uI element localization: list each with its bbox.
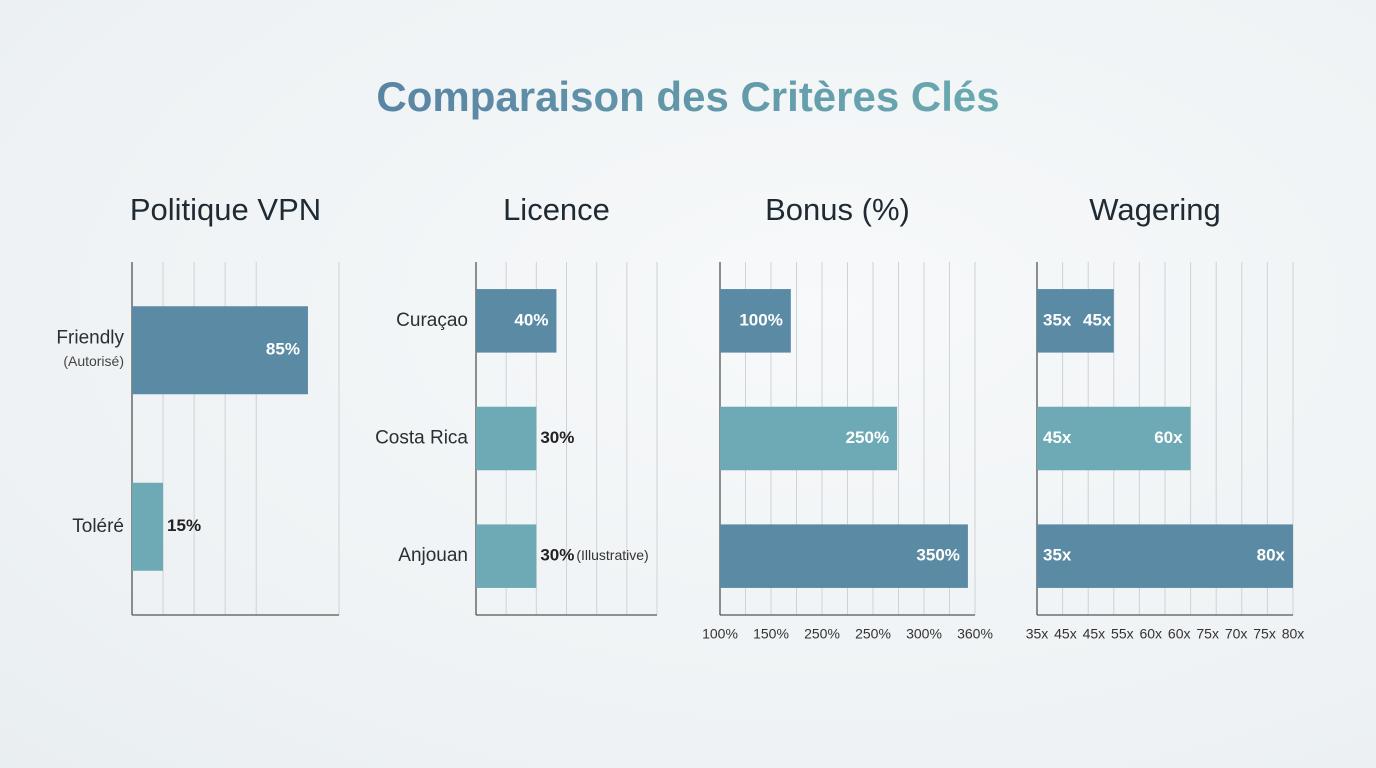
category-label: Costa Rica [375,428,468,449]
value-label: 30% [540,428,574,447]
panel-title: Bonus (%) [765,192,910,227]
bar [720,406,898,471]
range-low-label: 35x [1043,546,1072,565]
page-title: Comparaison des Critères Clés [376,73,999,120]
axis-label: 45x [1054,626,1077,642]
category-label: Friendly [56,327,124,348]
bar [132,482,164,571]
panel-title: Licence [503,192,610,227]
range-low-label: 45x [1043,428,1072,447]
axis-label: 45x [1083,626,1106,642]
axis-label: 250% [855,626,891,642]
axis-label: 70x [1225,626,1248,642]
value-label: 45x [1083,310,1112,329]
panel-title: Politique VPN [130,192,321,227]
bar [1037,524,1293,588]
bar [476,406,537,471]
value-label: 80x [1257,546,1286,565]
axis-label: 75x [1196,626,1219,642]
value-label: 85% [266,340,300,359]
value-label: 60x [1154,428,1183,447]
value-label: 250% [846,428,889,447]
panel-title: Wagering [1089,192,1221,227]
axis-label: 360% [957,626,993,642]
annotation: (Illustrative) [576,547,648,563]
range-low-label: 35x [1043,310,1072,329]
axis-label: 75x [1253,626,1276,642]
bar [476,289,557,353]
bar [476,524,537,588]
category-label: Curaçao [396,310,468,331]
value-label: 40% [514,310,548,329]
axis-label: 55x [1111,626,1134,642]
bar [720,289,791,353]
bar [720,524,968,588]
bar [1037,289,1114,353]
category-label: Anjouan [398,545,468,566]
axis-label: 100% [702,626,738,642]
axis-label: 60x [1139,626,1162,642]
value-label: 350% [916,546,959,565]
axis-label: 60x [1168,626,1191,642]
category-label: Toléré [72,516,124,537]
axis-label: 80x [1282,626,1305,642]
axis-label: 250% [804,626,840,642]
bar [1037,406,1191,471]
category-note: (Autorisé) [63,353,124,369]
bar [132,306,308,395]
value-label: 100% [739,310,782,329]
value-label: 15% [167,516,201,535]
value-label: 30% [540,546,574,565]
axis-label: 150% [753,626,789,642]
axis-label: 300% [906,626,942,642]
axis-label: 35x [1026,626,1049,642]
